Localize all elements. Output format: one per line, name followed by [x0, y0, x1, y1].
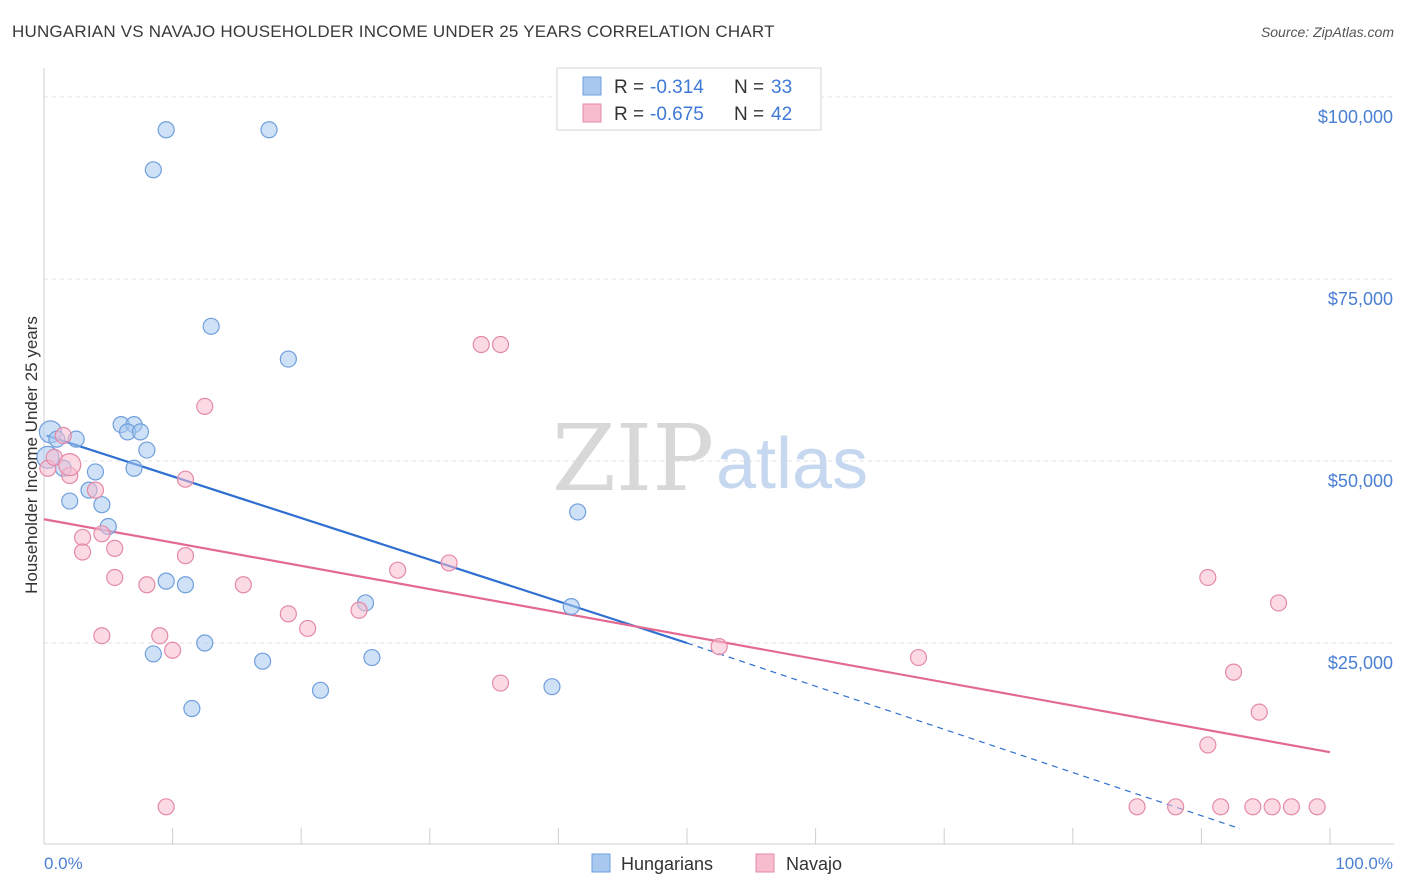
- navajo-point: [472, 335, 490, 354]
- navajo-point: [1269, 594, 1288, 612]
- navajo-point: [151, 627, 169, 645]
- navajo-point: [1263, 798, 1281, 816]
- bottom-legend-navajo: Navajo: [786, 854, 842, 874]
- navajo-point: [1224, 663, 1243, 681]
- navajo-point: [299, 619, 317, 638]
- chart-title: HUNGARIAN VS NAVAJO HOUSEHOLDER INCOME U…: [12, 22, 775, 41]
- navajo-point: [234, 576, 252, 594]
- hungarians-point: [176, 576, 195, 594]
- hungarians-point: [562, 597, 580, 616]
- navajo-point: [491, 335, 510, 354]
- hungarians-point: [183, 699, 201, 718]
- navajo-point: [1199, 736, 1217, 754]
- legend-swatch-navajo: [582, 103, 602, 123]
- navajo-point: [54, 426, 72, 445]
- navajo-point: [1167, 798, 1185, 816]
- y-tick-label: $25,000: [1328, 653, 1393, 673]
- navajo-point: [279, 605, 297, 623]
- hungarians-trend-line: [46, 434, 688, 645]
- navajo-point: [1212, 798, 1230, 816]
- hungarians-point: [543, 678, 561, 696]
- navajo-point: [1244, 798, 1262, 816]
- navajo-point: [1282, 798, 1301, 816]
- legend-n-label: N =: [734, 104, 764, 125]
- navajo-point: [440, 554, 458, 572]
- source-label: Source: ZipAtlas.com: [1260, 24, 1394, 40]
- hungarians-point: [202, 317, 220, 335]
- legend-n-value: 33: [771, 77, 792, 98]
- hungarians-point: [125, 459, 143, 477]
- hungarians-point: [260, 121, 278, 139]
- bottom-legend-swatch-hungarians: [591, 853, 611, 873]
- trend-lines: [43, 434, 1331, 830]
- hungarians-point: [311, 681, 330, 699]
- hungarians-trend-extension: [686, 642, 1241, 830]
- legend-r-label: R =: [614, 104, 644, 125]
- grid-lines: [44, 96, 1394, 644]
- hungarians-point: [279, 350, 297, 368]
- navajo-point: [106, 539, 124, 557]
- navajo-point: [157, 798, 175, 816]
- y-tick-labels: $25,000 $50,000 $75,000 $100,000: [1318, 107, 1393, 673]
- navajo-point: [1308, 798, 1326, 816]
- legend-n-label: N =: [734, 77, 764, 98]
- navajo-point: [138, 576, 156, 594]
- bottom-legend-hungarians: Hungarians: [621, 854, 713, 874]
- hungarians-point: [363, 648, 381, 667]
- navajo-point: [491, 674, 510, 692]
- y-tick-label: $75,000: [1328, 289, 1393, 309]
- navajo-point: [710, 638, 728, 656]
- navajo-trend-line: [43, 518, 1331, 754]
- x-tick-labels: 0.0% 100.0%: [44, 854, 1393, 873]
- navajo-point: [350, 601, 368, 619]
- x-tick-label: 0.0%: [44, 854, 83, 873]
- navajo-point: [909, 648, 928, 667]
- watermark: ZIP atlas: [552, 405, 868, 512]
- hungarians-point: [157, 121, 175, 139]
- y-axis-label: Householder Income Under 25 years: [22, 316, 41, 594]
- navajo-point: [1250, 703, 1268, 721]
- hungarians-point: [138, 441, 156, 459]
- hungarians-point: [144, 161, 162, 179]
- hungarians-point: [569, 503, 587, 521]
- navajo-point: [93, 525, 111, 543]
- navajo-point: [58, 453, 82, 477]
- watermark-zip: ZIP: [552, 405, 714, 512]
- hungarians-point: [131, 423, 150, 441]
- legend-r-value: -0.675: [650, 104, 704, 125]
- y-tick-label: $50,000: [1328, 471, 1393, 491]
- hungarians-point: [157, 572, 175, 590]
- navajo-point: [1128, 798, 1146, 816]
- navajo-point: [164, 641, 182, 659]
- hungarians-point: [61, 492, 79, 510]
- hungarians-point: [254, 652, 272, 670]
- navajo-point: [106, 568, 124, 587]
- navajo-point: [86, 481, 105, 499]
- navajo-point: [176, 470, 195, 488]
- legend-r-value: -0.314: [650, 77, 704, 98]
- y-tick-label: $100,000: [1318, 107, 1393, 127]
- navajo-point: [73, 528, 92, 547]
- navajo-point: [93, 627, 111, 645]
- navajo-point: [389, 561, 407, 579]
- watermark-atlas: atlas: [716, 424, 868, 504]
- navajo-point: [1199, 568, 1217, 587]
- bottom-legend-swatch-navajo: [755, 853, 775, 873]
- navajo-point: [196, 397, 214, 415]
- hungarians-point: [86, 463, 105, 481]
- hungarians-point: [144, 645, 162, 663]
- legend-r-label: R =: [614, 77, 644, 98]
- legend-swatch-hungarians: [582, 76, 602, 96]
- hungarians-point: [93, 496, 111, 514]
- navajo-point: [176, 547, 195, 565]
- navajo-point: [73, 543, 92, 561]
- hungarians-point: [196, 634, 214, 652]
- legend-n-value: 42: [771, 104, 792, 125]
- bottom-legend: Hungarians Navajo: [591, 853, 842, 874]
- x-tick-label: 100.0%: [1335, 854, 1393, 873]
- data-points: [36, 121, 1326, 816]
- legend-box: R = -0.314 N = 33 R = -0.675 N = 42: [556, 67, 822, 131]
